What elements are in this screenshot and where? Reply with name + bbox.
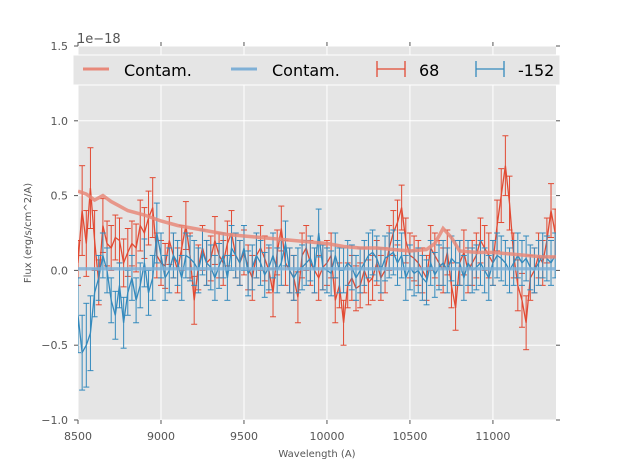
series-layer	[78, 135, 556, 391]
y-tick-label: 0.5	[51, 190, 69, 203]
x-tick-label: 9500	[230, 430, 258, 443]
data-line	[78, 165, 556, 323]
legend-label-contam-red: Contam.	[124, 61, 192, 80]
x-tick-label: 9000	[147, 430, 175, 443]
legend: Contam. Contam. 68 -152	[72, 54, 561, 86]
legend-errorbar-icon-blue	[475, 61, 505, 77]
series-3	[78, 202, 556, 391]
y-tick-label: −0.5	[41, 339, 68, 352]
axes: 8500 9000 9500 10000 10500 11000 −1.0 −0.5 0.0 0.…	[41, 40, 560, 443]
legend-label-68: 68	[419, 61, 439, 80]
legend-label-contam-blue: Contam.	[272, 61, 340, 80]
y-tick-label: 1.0	[51, 115, 69, 128]
series-0	[78, 189, 556, 259]
legend-label-152: -152	[518, 61, 554, 80]
x-tick-label: 8500	[64, 430, 92, 443]
contam-line	[78, 189, 556, 259]
y-tick-label: −1.0	[41, 414, 68, 427]
offset-label: 1e−18	[77, 32, 121, 47]
y-tick-label: 0.0	[51, 264, 69, 277]
y-tick-label: 1.5	[51, 40, 69, 53]
x-tick-label: 11000	[475, 430, 510, 443]
x-tick-label: 10500	[392, 430, 427, 443]
x-axis-label: Wavelength (A)	[278, 449, 355, 460]
x-tick-label: 10000	[309, 430, 344, 443]
legend-errorbar-icon-red	[376, 61, 406, 77]
y-axis-label: Flux (erg/s/cm^2/A)	[23, 183, 34, 283]
